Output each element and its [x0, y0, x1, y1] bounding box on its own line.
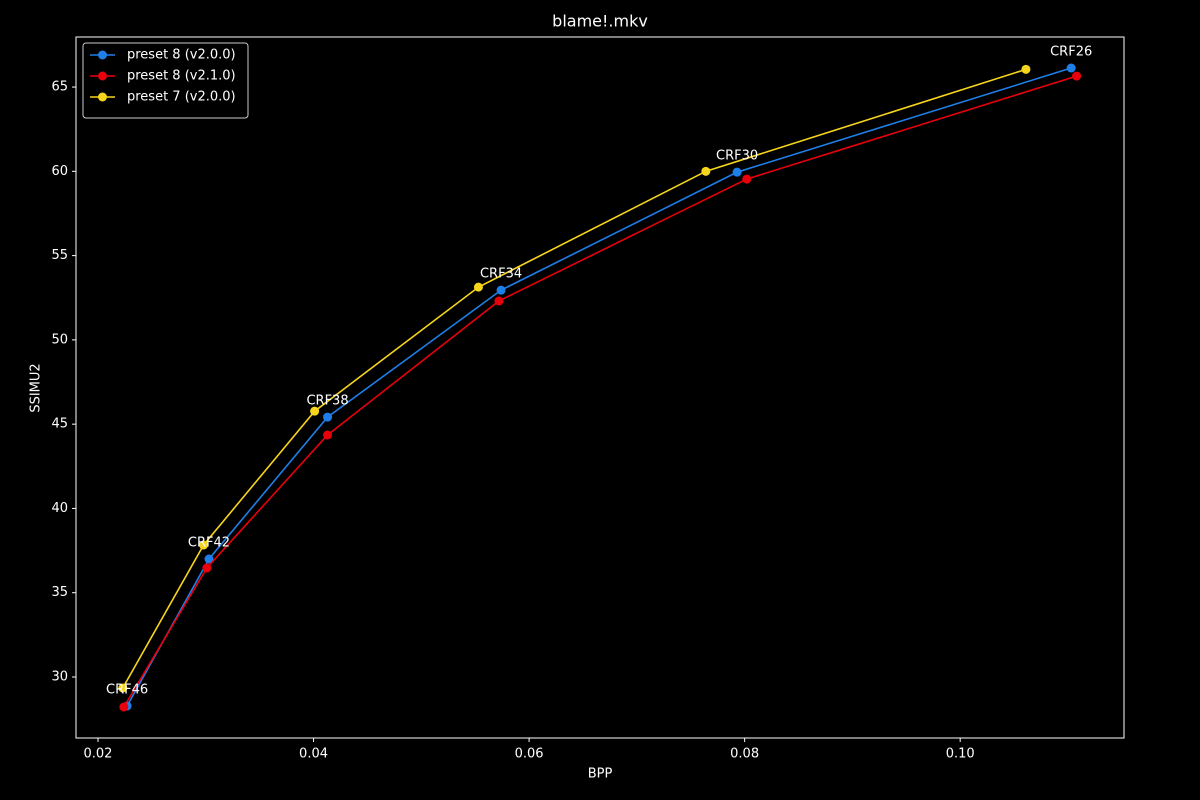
data-point: [701, 166, 711, 176]
point-annotation: CRF26: [1050, 45, 1092, 60]
data-point: [118, 683, 128, 693]
data-point: [732, 167, 742, 177]
x-tick-label: 0.10: [946, 747, 975, 762]
x-tick-label: 0.02: [84, 747, 113, 762]
y-tick-label: 40: [51, 501, 68, 516]
chart-title: blame!.mkv: [552, 12, 648, 31]
series-line: [126, 67, 1072, 707]
data-point: [494, 296, 504, 306]
series-line: [122, 68, 1027, 689]
point-annotation: CRF34: [480, 267, 522, 282]
data-point: [742, 174, 752, 184]
y-tick-label: 30: [51, 669, 68, 684]
legend-marker: [98, 92, 107, 102]
data-point: [473, 282, 483, 292]
data-point: [1072, 71, 1082, 81]
plot-frame: [75, 36, 1125, 739]
data-point: [202, 563, 212, 573]
point-annotation: CRF46: [106, 682, 148, 697]
y-tick-label: 65: [51, 80, 68, 95]
data-point: [199, 540, 209, 550]
legend-marker: [98, 50, 107, 60]
y-tick-label: 55: [51, 248, 68, 263]
x-axis-label: BPP: [588, 767, 613, 782]
y-tick-label: 50: [51, 332, 68, 347]
legend-marker: [98, 71, 107, 81]
y-axis-label: SSIMU2: [29, 363, 44, 412]
data-point: [323, 412, 333, 422]
data-point: [119, 702, 129, 712]
x-tick-label: 0.06: [515, 747, 544, 762]
data-point: [496, 285, 506, 295]
data-point: [323, 430, 333, 440]
point-annotation: CRF30: [716, 149, 758, 164]
point-annotation: CRF42: [188, 535, 230, 550]
y-tick-label: 45: [51, 417, 68, 432]
data-point: [310, 406, 320, 416]
y-tick-label: 60: [51, 164, 68, 179]
x-tick-label: 0.08: [730, 747, 759, 762]
series-line: [123, 75, 1077, 708]
legend-label: preset 7 (v2.0.0): [127, 90, 236, 105]
y-tick-label: 35: [51, 585, 68, 600]
data-point: [204, 554, 214, 564]
data-point: [1066, 63, 1076, 73]
legend-label: preset 8 (v2.1.0): [127, 69, 236, 84]
data-point: [1021, 64, 1031, 74]
x-tick-label: 0.04: [299, 747, 328, 762]
point-annotation: CRF38: [306, 394, 348, 409]
legend-label: preset 8 (v2.0.0): [127, 48, 236, 63]
legend-box: [82, 42, 249, 119]
